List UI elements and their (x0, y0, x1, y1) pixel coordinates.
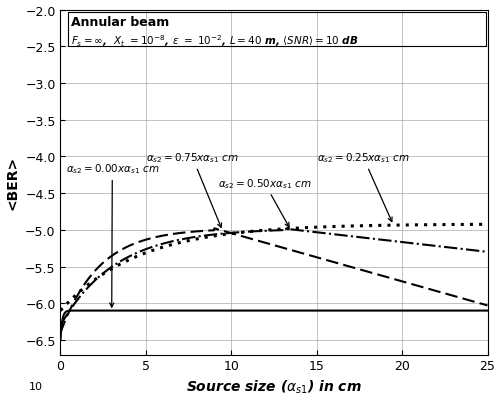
Text: $\alpha_{\mathit{s2}} = 0.25x\alpha_{\mathit{s1}}$ cm: $\alpha_{\mathit{s2}} = 0.25x\alpha_{\ma… (317, 151, 409, 222)
Text: 10: 10 (29, 381, 43, 391)
Text: $\alpha_{\mathit{s2}} = 0.00x\alpha_{\mathit{s1}}$ cm: $\alpha_{\mathit{s2}} = 0.00x\alpha_{\ma… (66, 162, 159, 308)
Text: $\alpha_{\mathit{s2}} = 0.50x\alpha_{\mathit{s1}}$ cm: $\alpha_{\mathit{s2}} = 0.50x\alpha_{\ma… (217, 176, 311, 227)
Text: $\alpha_{\mathit{s2}} = 0.75x\alpha_{\mathit{s1}}$ cm: $\alpha_{\mathit{s2}} = 0.75x\alpha_{\ma… (146, 151, 238, 228)
X-axis label: Source size ($\alpha_{s1}$) in cm: Source size ($\alpha_{s1}$) in cm (186, 378, 362, 395)
Y-axis label: <BER>: <BER> (6, 156, 20, 210)
Bar (68, 13, 486, 47)
Text: $\mathit{F_s = \infty}$,  $\mathit{X_t}$ $= 10^{-8}$, $\varepsilon\ = \ 10^{-2}$: $\mathit{F_s = \infty}$, $\mathit{X_t}$ … (71, 33, 359, 49)
Text: Annular beam: Annular beam (71, 16, 169, 28)
